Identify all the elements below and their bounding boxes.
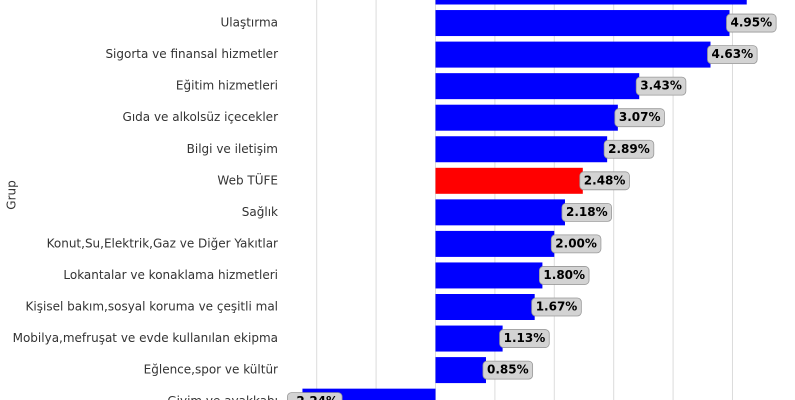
y-tick-label: Konut,Su,Elektrik,Gaz ve Diğer Yakıtlar [47,236,278,250]
value-label-box [726,13,777,33]
value-label-box [499,329,550,348]
value-label-box [539,266,590,285]
y-tick-label: Sigorta ve finansal hizmetler [105,47,278,61]
y-tick-label: Mobilya,mefruşat ve evde kullanılan ekip… [13,331,278,345]
value-label: 1.80% [543,268,585,282]
value-label: 2.18% [566,205,608,219]
bar [435,0,747,5]
bar [435,10,730,37]
value-label-box [531,297,582,317]
value-label: 4.95% [731,16,773,30]
value-label: 1.13% [504,331,546,345]
bar [435,136,608,163]
value-label-box [561,202,613,222]
y-tick-label: Sağlık [242,205,278,219]
value-label-box [707,45,758,64]
value-label-box [603,139,655,159]
value-label-box [614,108,665,128]
value-label: 2.48% [584,173,626,187]
y-tick-label: Giyim ve ayakkabı [167,394,278,400]
value-label-box [287,392,343,400]
value-label: 3.07% [619,110,661,124]
value-label-box [550,234,602,254]
value-label: 1.67% [536,300,578,314]
y-tick-label: Gıda ve alkolsüz içecekler [123,110,279,124]
y-tick-label: Bilgi ve iletişim [187,142,278,156]
value-label: 0.85% [487,363,529,377]
bar [435,294,535,320]
value-label: 2.89% [608,142,650,156]
bar [435,230,555,257]
bar [435,262,543,289]
bar [302,388,436,400]
bar [435,73,640,100]
value-label: -2.24% [291,394,338,400]
bar [435,199,565,226]
value-label: 4.63% [712,47,754,61]
value-label-box [482,360,534,380]
bar [435,167,583,194]
value-label-box [635,76,687,96]
value-label: 3.43% [640,79,682,93]
bar [435,104,618,131]
value-label: 2.00% [555,236,597,250]
y-axis-label: Grup [5,180,19,209]
y-tick-label: Eğlence,spor ve kültür [144,363,278,377]
y-tick-label: Eğitim hizmetleri [176,79,278,93]
value-label-box [579,171,630,191]
y-tick-label: Web TÜFE [217,171,278,187]
bar [435,325,503,352]
y-tick-label: Lokantalar ve konaklama hizmetleri [63,268,278,282]
y-tick-label: Ulaştırma [220,16,278,30]
y-tick-label: Kişisel bakım,sosyal koruma ve çeşitli m… [26,300,278,314]
bar [435,41,711,68]
bar [435,357,486,384]
